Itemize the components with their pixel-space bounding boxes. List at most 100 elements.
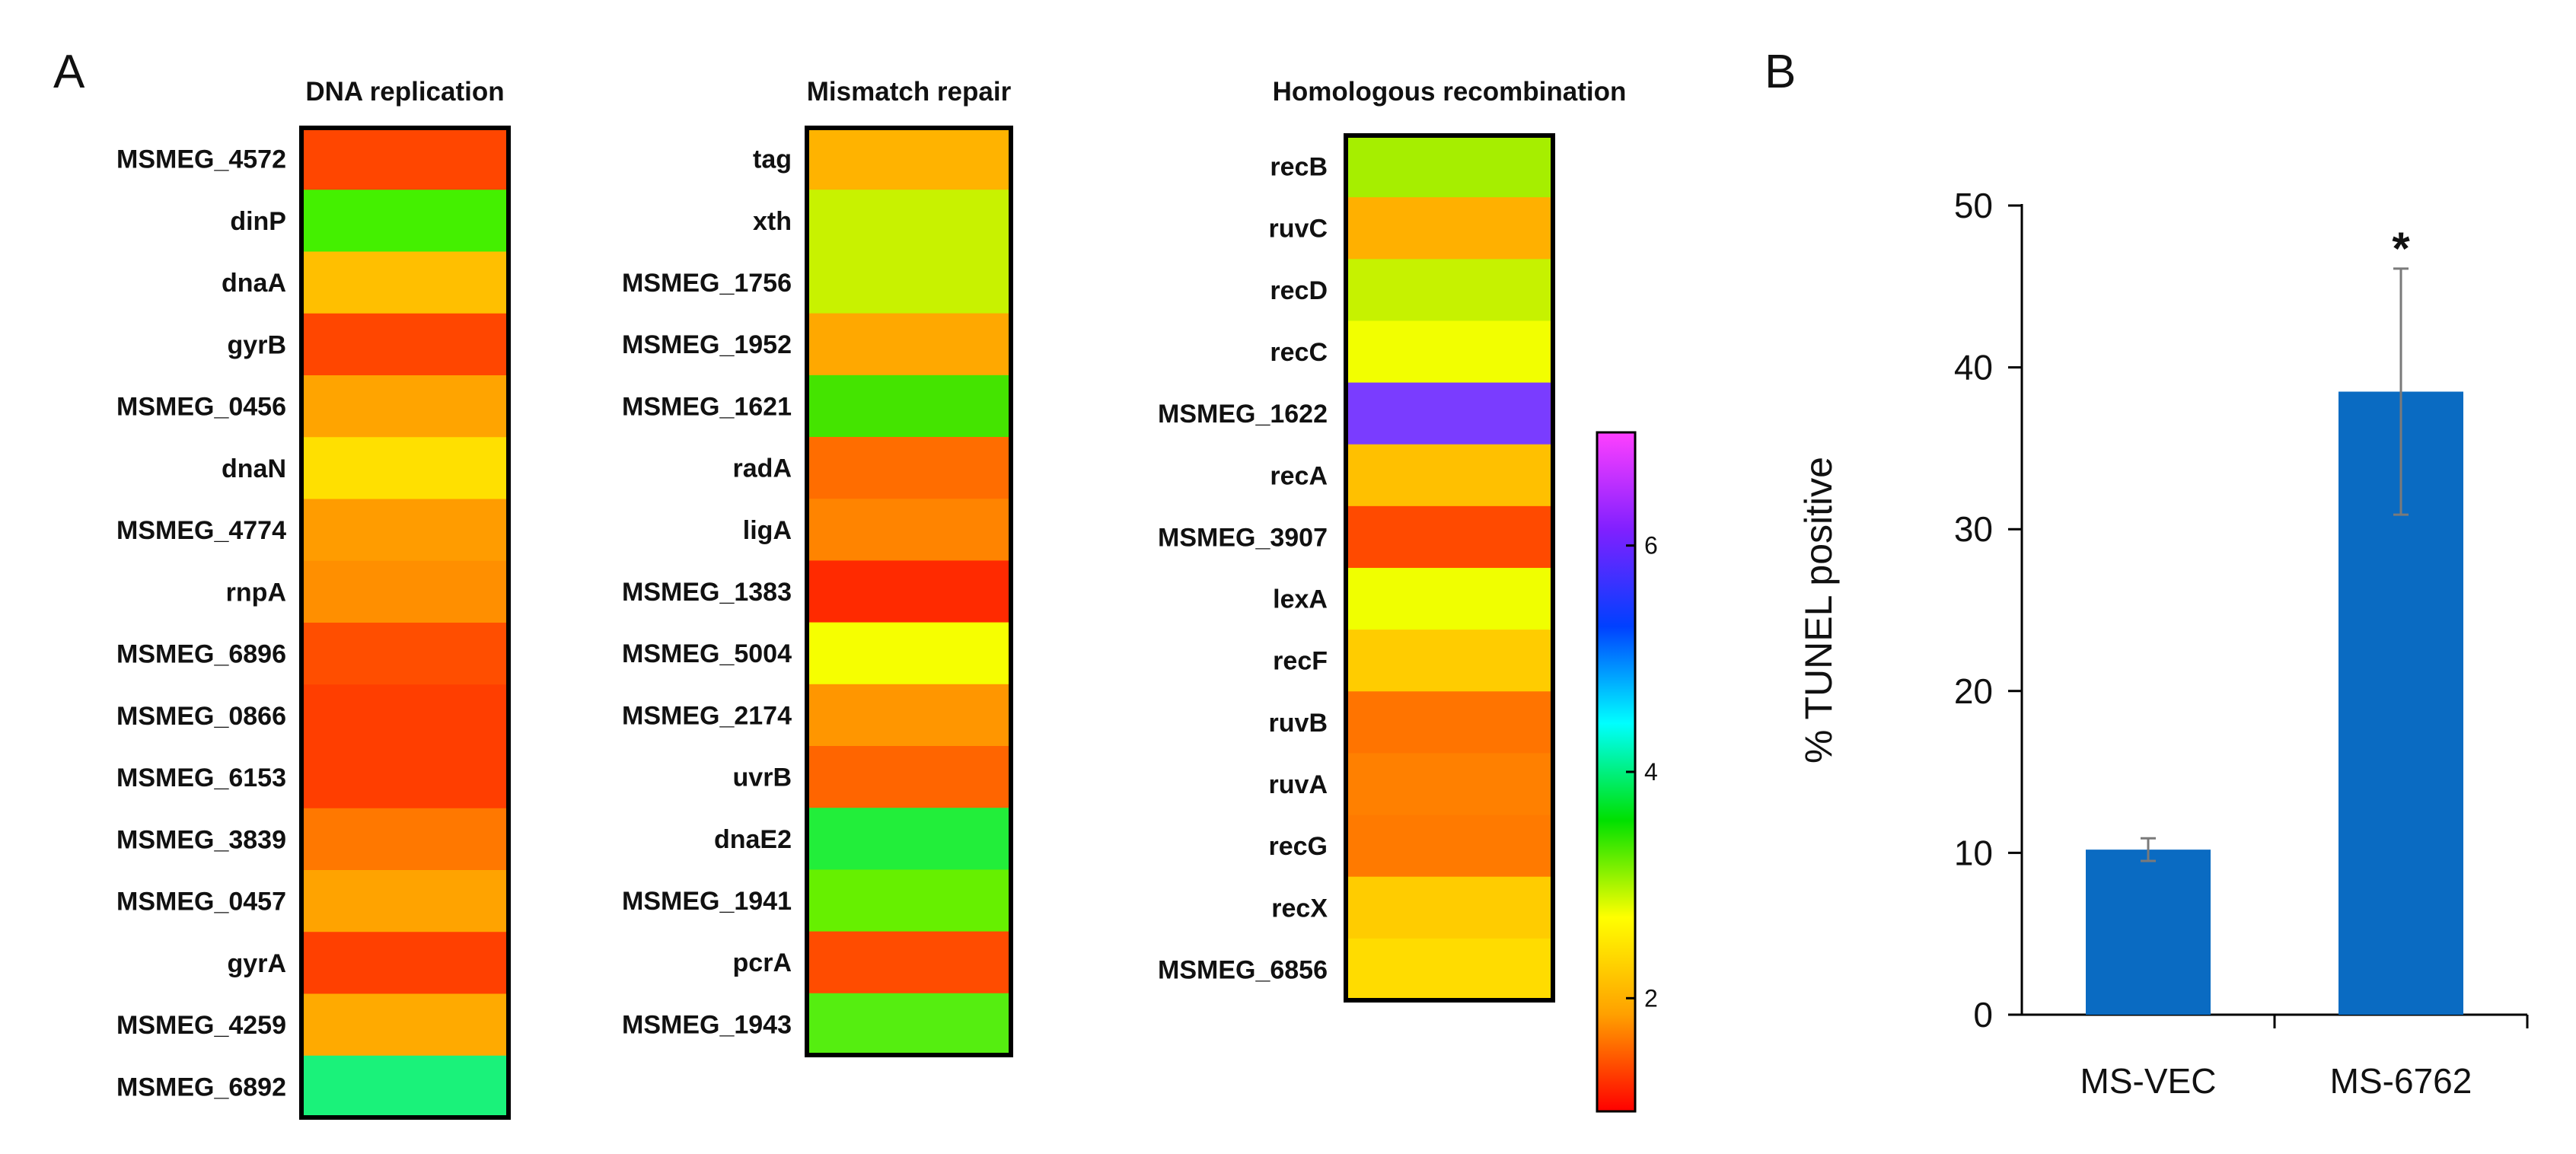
heatmap-cell: [1346, 382, 1553, 445]
heatmap-cell: [1346, 259, 1553, 322]
heatmap-cell: [807, 437, 1011, 499]
heatmap-cell: [301, 251, 509, 314]
gene-label: ruvB: [1269, 709, 1328, 738]
heatmap-cell: [807, 499, 1011, 561]
colorbar-tick-label: 6: [1644, 532, 1658, 559]
heatmap-cell: [807, 313, 1011, 376]
gene-label: MSMEG_2174: [622, 701, 792, 730]
heatmap-cell: [807, 190, 1011, 252]
gene-label: MSMEG_6153: [116, 763, 286, 792]
heatmap-cell: [301, 623, 509, 685]
heatmap-cell: [1346, 320, 1553, 384]
gene-label: ruvC: [1269, 215, 1328, 244]
heatmap-cell: [1346, 505, 1553, 569]
gene-label: dinP: [230, 207, 286, 236]
gene-label: MSMEG_1943: [622, 1010, 792, 1039]
gene-label: uvrB: [733, 763, 792, 792]
gene-label: MSMEG_3839: [116, 825, 286, 854]
significance-marker: *: [2392, 223, 2410, 274]
gene-label: recF: [1273, 647, 1328, 676]
gene-label: MSMEG_0457: [116, 888, 286, 917]
heatmap-cell: [1346, 814, 1553, 878]
gene-label: MSMEG_3907: [1158, 523, 1328, 552]
gene-label: MSMEG_1383: [622, 578, 792, 607]
bar: [2086, 850, 2211, 1015]
heatmap-cell: [807, 684, 1011, 747]
heatmap-cell: [1346, 938, 1553, 1001]
heatmap-cell: [301, 499, 509, 562]
heatmap-cell: [301, 190, 509, 253]
panel-label-b: B: [1765, 46, 1796, 98]
heatmap-mismatch-repair: Mismatch repair tag xth MSMEG_1756 MSMEG_195…: [622, 77, 1013, 1057]
heatmap-cell: [1346, 691, 1553, 754]
gene-label: MSMEG_1941: [622, 887, 792, 916]
heatmap-cell: [301, 560, 509, 623]
gene-label: radA: [733, 454, 792, 483]
heatmap-homologous-recombination: Homologous recombination recB ruvC recD recC…: [1158, 77, 1627, 1003]
heatmap-cell: [301, 128, 509, 190]
gene-label: dnaA: [222, 269, 286, 298]
heatmap-title-homologous-recombination: Homologous recombination: [1273, 77, 1627, 107]
gene-label: MSMEG_6856: [1158, 955, 1328, 984]
heatmap-cell: [301, 1055, 509, 1118]
gene-label: gyrA: [228, 949, 286, 978]
heatmap-cell: [807, 622, 1011, 685]
gene-label: MSMEG_1756: [622, 269, 792, 298]
heatmap-cell: [807, 808, 1011, 870]
heatmap-border: [805, 126, 1013, 1057]
gene-label: MSMEG_6896: [116, 640, 286, 669]
heatmap-cell: [807, 560, 1011, 623]
gene-label: gyrB: [228, 330, 286, 359]
gene-label: tag: [753, 145, 792, 174]
heatmap-cell: [807, 869, 1011, 932]
gene-label: MSMEG_1621: [622, 392, 792, 421]
gene-label: MSMEG_5004: [622, 639, 792, 668]
gene-label: rnpA: [226, 578, 286, 607]
x-tick-label: MS-VEC: [2080, 1061, 2217, 1101]
heatmap-cell: [1346, 630, 1553, 692]
gene-label: dnaE2: [714, 825, 792, 854]
gene-label: MSMEG_0866: [116, 702, 286, 731]
gene-label: xth: [753, 207, 792, 236]
gene-label: lexA: [1273, 585, 1328, 614]
heatmap-cell: [1346, 197, 1553, 260]
gene-label: recG: [1269, 832, 1328, 861]
gene-label: MSMEG_6892: [116, 1073, 286, 1101]
heatmap-cell: [1346, 135, 1553, 198]
colorbar: 2 4 6: [1596, 431, 1658, 1113]
gene-label: recB: [1270, 153, 1328, 182]
heatmap-cell: [807, 993, 1011, 1056]
heatmap-border: [1344, 133, 1555, 1003]
gene-label: dnaN: [222, 454, 286, 483]
gene-label: MSMEG_1622: [1158, 400, 1328, 429]
y-tick-label: 10: [1954, 833, 1993, 872]
gene-label: MSMEG_4259: [116, 1011, 286, 1040]
gene-label: MSMEG_1952: [622, 330, 792, 359]
colorbar-tick-label: 2: [1644, 984, 1658, 1012]
heatmap-cell: [301, 313, 509, 376]
y-tick-label: 50: [1954, 186, 1993, 225]
heatmap-cell: [807, 931, 1011, 994]
gene-label: recD: [1270, 276, 1328, 305]
heatmap-cell: [301, 375, 509, 438]
heatmap-title-mismatch-repair: Mismatch repair: [807, 77, 1012, 107]
y-axis-label: % TUNEL positive: [1797, 457, 1840, 763]
y-tick-label: 40: [1954, 348, 1993, 387]
gene-label: pcrA: [733, 948, 792, 977]
heatmap-cell: [301, 932, 509, 995]
panel-label-a: A: [53, 46, 85, 98]
gene-label: MSMEG_4774: [116, 516, 286, 545]
bar-chart-tunel: 0 10 20 30 40 50 MS-VEC MS-6762 * % TUNEL positiv…: [1797, 186, 2529, 1101]
heatmap-cell: [301, 993, 509, 1057]
heatmap-cell: [1346, 568, 1553, 630]
gene-label: recX: [1271, 894, 1328, 923]
gene-label: ruvA: [1269, 770, 1328, 799]
heatmap-cell: [807, 251, 1011, 314]
gene-label: recC: [1270, 338, 1328, 367]
heatmap-title-dna-replication: DNA replication: [305, 77, 504, 107]
gene-label: MSMEG_0456: [116, 393, 286, 422]
heatmap-cell: [301, 808, 509, 871]
y-tick-label: 20: [1954, 671, 1993, 711]
heatmap-cell: [807, 128, 1011, 190]
